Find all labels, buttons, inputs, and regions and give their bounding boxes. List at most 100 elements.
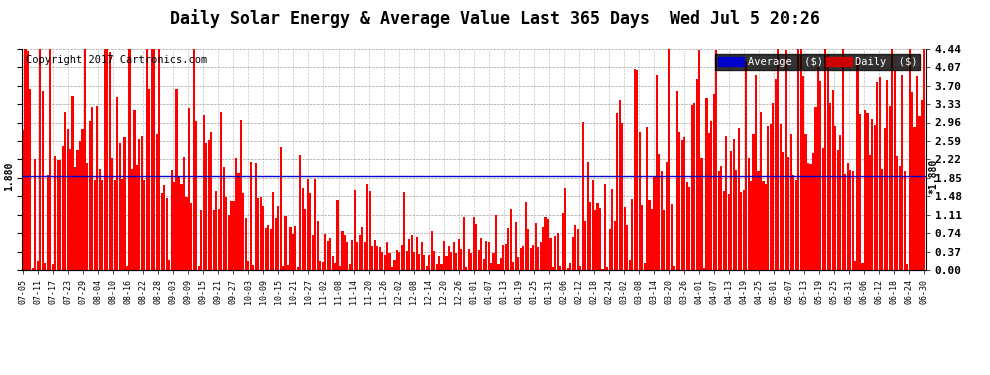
Bar xyxy=(299,154,301,270)
Bar xyxy=(141,136,143,270)
Bar xyxy=(554,237,556,270)
Bar xyxy=(446,256,447,270)
Bar xyxy=(50,49,51,270)
Bar xyxy=(632,199,634,270)
Bar xyxy=(785,50,787,270)
Bar xyxy=(56,159,58,270)
Bar xyxy=(233,201,235,270)
Bar xyxy=(418,254,421,270)
Bar xyxy=(716,50,718,270)
Bar xyxy=(71,96,73,270)
Bar xyxy=(911,92,913,270)
Bar xyxy=(40,49,42,270)
Bar xyxy=(248,261,249,270)
Bar xyxy=(254,164,256,270)
Bar xyxy=(66,129,68,270)
Bar xyxy=(218,209,220,270)
Bar xyxy=(99,169,101,270)
Bar xyxy=(411,235,413,270)
Bar xyxy=(592,180,594,270)
Bar xyxy=(423,255,426,270)
Bar xyxy=(651,209,653,270)
Bar xyxy=(114,180,116,270)
Bar xyxy=(144,180,146,270)
Bar xyxy=(47,174,49,270)
Bar xyxy=(914,127,916,270)
Bar xyxy=(134,110,136,270)
Bar xyxy=(782,152,784,270)
Bar xyxy=(835,126,837,270)
Bar xyxy=(368,191,371,270)
Bar xyxy=(614,221,616,270)
Bar xyxy=(358,236,361,270)
Bar xyxy=(532,245,535,270)
Bar xyxy=(332,256,334,270)
Bar xyxy=(693,103,695,270)
Bar xyxy=(642,205,644,270)
Bar xyxy=(884,128,886,270)
Bar xyxy=(822,148,824,270)
Bar xyxy=(485,242,487,270)
Bar xyxy=(634,69,636,270)
Bar xyxy=(859,114,861,270)
Bar xyxy=(569,263,571,270)
Bar xyxy=(904,171,906,270)
Bar xyxy=(215,191,217,270)
Bar xyxy=(386,242,388,270)
Bar xyxy=(505,244,507,270)
Bar xyxy=(178,176,180,270)
Bar xyxy=(116,96,118,270)
Bar xyxy=(564,188,566,270)
Bar xyxy=(398,252,401,270)
Bar xyxy=(388,253,391,270)
Bar xyxy=(465,267,467,270)
Bar xyxy=(556,232,559,270)
Bar xyxy=(76,150,78,270)
Bar xyxy=(767,126,769,270)
Bar xyxy=(861,263,863,270)
Bar xyxy=(866,113,868,270)
Bar xyxy=(495,215,497,270)
Bar xyxy=(121,179,123,270)
Bar xyxy=(188,108,190,270)
Bar xyxy=(576,229,579,270)
Bar xyxy=(148,89,150,270)
Bar xyxy=(886,80,888,270)
Bar xyxy=(160,193,162,270)
Bar xyxy=(406,251,408,270)
Bar xyxy=(597,203,599,270)
Bar xyxy=(240,120,242,270)
Bar xyxy=(403,192,406,270)
Bar xyxy=(249,162,251,270)
Bar xyxy=(91,107,93,270)
Bar xyxy=(738,128,740,270)
Bar xyxy=(452,242,455,270)
Bar xyxy=(676,91,678,270)
Bar xyxy=(69,149,71,270)
Bar xyxy=(59,160,61,270)
Bar xyxy=(25,49,27,270)
Bar xyxy=(482,259,485,270)
Bar xyxy=(807,163,809,270)
Bar xyxy=(691,105,693,270)
Bar xyxy=(762,182,764,270)
Bar xyxy=(111,158,113,270)
Bar xyxy=(876,82,878,270)
Bar xyxy=(337,200,339,270)
Bar xyxy=(297,267,299,270)
Bar xyxy=(549,238,551,270)
Bar xyxy=(371,246,373,270)
Bar xyxy=(901,75,903,270)
Bar xyxy=(777,49,779,270)
Bar xyxy=(561,213,564,270)
Bar xyxy=(728,194,730,270)
Bar xyxy=(840,135,842,270)
Bar xyxy=(304,209,306,270)
Bar xyxy=(35,159,37,270)
Bar xyxy=(168,260,170,270)
Bar xyxy=(802,76,804,270)
Bar xyxy=(396,250,398,270)
Bar xyxy=(864,110,866,270)
Bar xyxy=(741,192,742,270)
Bar xyxy=(383,255,386,270)
